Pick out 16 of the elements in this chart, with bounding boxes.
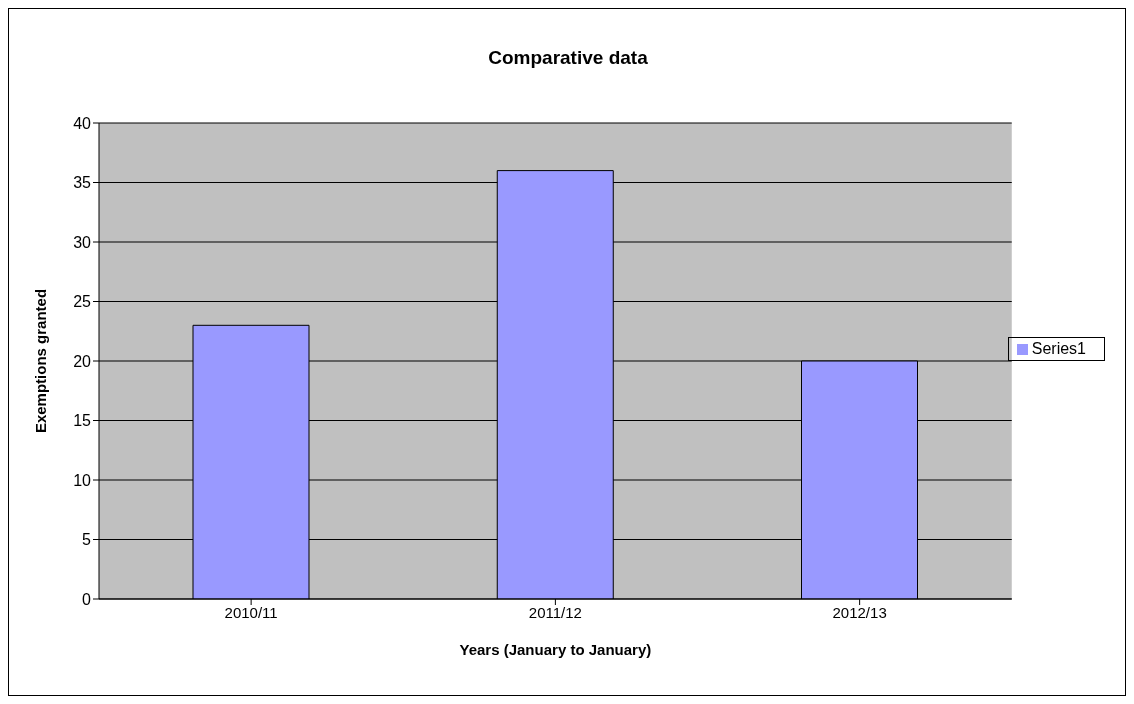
y-tick-label: 20 [73,352,92,370]
x-tick-label: 2011/12 [528,603,582,621]
y-tick-label: 25 [73,293,92,311]
chart-title: Comparative data [487,47,649,69]
y-tick-label: 40 [73,114,92,132]
y-tick-label: 15 [73,412,92,430]
x-axis-title: Years (January to January) [459,641,652,658]
x-tick-label: 2012/13 [832,603,887,621]
y-tick-label: 35 [73,174,92,192]
y-tick-label: 30 [73,233,92,251]
y-tick-label: 5 [82,531,92,549]
y-tick-label: 0 [82,590,92,608]
legend-label: Series1 [1031,340,1086,357]
x-tick-label: 2010/11 [224,603,278,621]
y-tick-label: 10 [73,471,92,489]
y-axis-title: Exemptions granted [32,288,50,434]
